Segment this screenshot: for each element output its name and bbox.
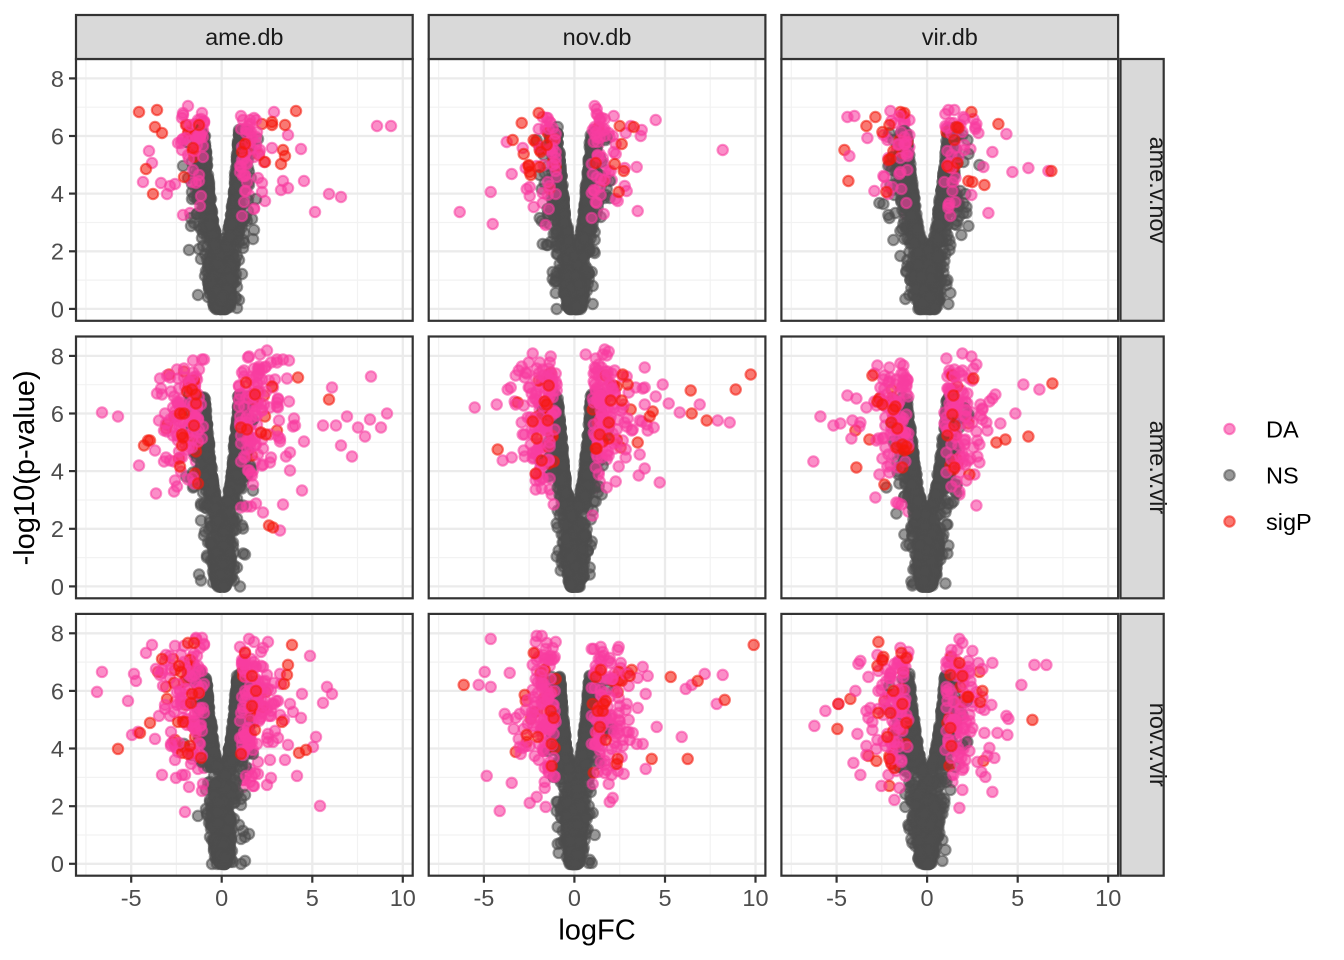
svg-text:2: 2 <box>51 516 64 542</box>
svg-text:5: 5 <box>1011 885 1024 911</box>
svg-text:logFC: logFC <box>558 915 635 947</box>
svg-text:-log10(p-value): -log10(p-value) <box>9 370 41 565</box>
svg-text:8: 8 <box>51 343 64 369</box>
svg-text:8: 8 <box>51 66 64 92</box>
svg-text:ame.v.vir: ame.v.vir <box>1145 421 1171 515</box>
svg-text:nov.db: nov.db <box>563 24 632 50</box>
svg-text:6: 6 <box>51 401 64 427</box>
svg-text:6: 6 <box>51 678 64 704</box>
svg-text:0: 0 <box>921 885 934 911</box>
svg-text:nov.v.vir: nov.v.vir <box>1145 703 1171 787</box>
svg-text:ame.db: ame.db <box>205 24 283 50</box>
svg-text:vir.db: vir.db <box>922 24 978 50</box>
svg-text:0: 0 <box>215 885 228 911</box>
svg-text:sigP: sigP <box>1266 509 1312 535</box>
svg-text:DA: DA <box>1266 416 1299 442</box>
svg-text:10: 10 <box>1095 885 1121 911</box>
svg-text:4: 4 <box>51 181 64 207</box>
svg-text:4: 4 <box>51 459 64 485</box>
svg-text:0: 0 <box>51 574 64 600</box>
svg-text:NS: NS <box>1266 463 1299 489</box>
svg-text:0: 0 <box>51 296 64 322</box>
svg-text:5: 5 <box>658 885 671 911</box>
svg-text:8: 8 <box>51 621 64 647</box>
svg-text:-5: -5 <box>473 885 494 911</box>
svg-text:5: 5 <box>306 885 319 911</box>
svg-text:ame.v.nov: ame.v.nov <box>1145 137 1171 244</box>
svg-text:-5: -5 <box>826 885 847 911</box>
svg-text:0: 0 <box>568 885 581 911</box>
svg-text:6: 6 <box>51 123 64 149</box>
svg-text:4: 4 <box>51 736 64 762</box>
svg-text:-5: -5 <box>121 885 142 911</box>
svg-text:2: 2 <box>51 239 64 265</box>
svg-text:10: 10 <box>742 885 768 911</box>
svg-text:0: 0 <box>51 851 64 877</box>
svg-text:10: 10 <box>390 885 416 911</box>
svg-text:2: 2 <box>51 794 64 820</box>
